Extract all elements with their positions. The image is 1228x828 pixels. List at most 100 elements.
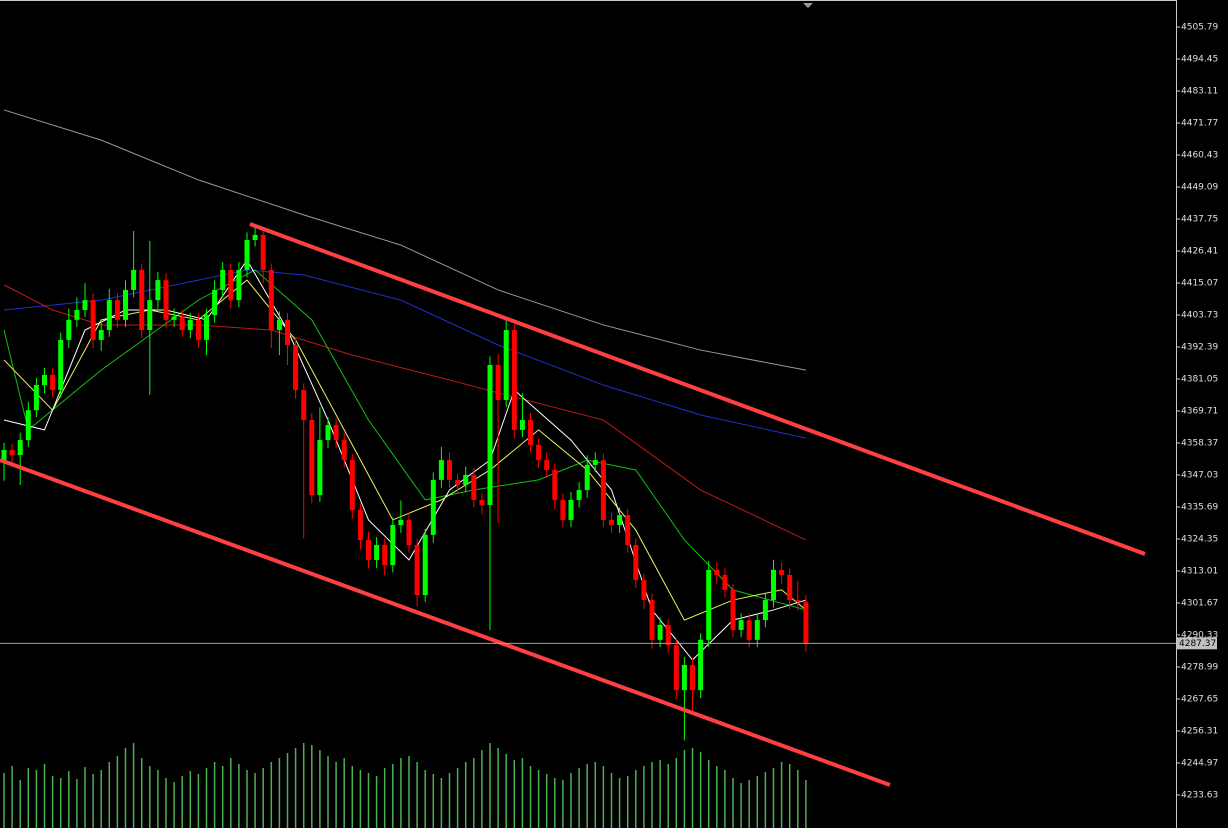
candle-body: [584, 464, 590, 491]
y-tick-label: 4505.79: [1181, 23, 1218, 33]
shift-marker: [803, 3, 813, 8]
candle-body: [479, 499, 485, 505]
candle-body: [592, 460, 598, 465]
y-tick-label: 4244.97: [1181, 758, 1218, 768]
candle-body: [552, 469, 558, 500]
candle-body: [511, 330, 517, 430]
candle-body: [487, 365, 493, 505]
candle-body: [503, 330, 509, 401]
candle-body: [42, 374, 47, 386]
candle-body: [236, 269, 242, 301]
candle-body: [260, 234, 266, 270]
moving-average: [3, 284, 807, 541]
y-tick-label: 4437.75: [1181, 214, 1218, 224]
candle-body: [357, 510, 363, 540]
candle-body: [609, 519, 614, 526]
candle-body: [706, 569, 712, 640]
candle-body: [406, 519, 412, 546]
candle-body: [673, 644, 679, 691]
candle-body: [66, 319, 72, 340]
last-price-label: 4287.37: [1179, 639, 1216, 649]
candle-body: [382, 545, 388, 566]
candle-body: [390, 525, 396, 566]
candle-body: [1, 449, 7, 461]
candle-body: [147, 300, 153, 331]
candle-body: [455, 479, 461, 485]
candle-body: [600, 460, 606, 520]
candle-body: [690, 664, 695, 691]
candle-body: [657, 624, 663, 640]
candle-body: [82, 300, 88, 310]
y-tick-label: 4301.67: [1181, 598, 1218, 608]
candle-body: [495, 365, 501, 401]
candle-body: [560, 499, 566, 520]
candle-body: [787, 574, 793, 601]
candle-body: [414, 545, 420, 595]
candle-body: [309, 420, 315, 496]
candle-body: [430, 479, 436, 535]
candle-body: [163, 280, 169, 320]
candle-layer: [1, 225, 809, 741]
y-tick-label: 4471.77: [1181, 118, 1218, 128]
candle-body: [9, 449, 15, 456]
y-tick-label: 4381.05: [1181, 374, 1218, 384]
candle-body: [155, 280, 161, 301]
y-tick-label: 4426.41: [1181, 246, 1218, 256]
candle-body: [106, 300, 112, 331]
y-tick-label: 4415.07: [1181, 278, 1218, 288]
candle-body: [633, 545, 639, 581]
candle-body: [114, 300, 120, 320]
candle-body: [779, 569, 785, 575]
candle-body: [438, 460, 444, 480]
candle-body: [665, 624, 671, 645]
candle-body: [268, 269, 274, 331]
y-tick-label: 4290.33: [1181, 630, 1218, 640]
candle-body: [519, 420, 525, 430]
candle-body: [366, 539, 371, 560]
candle-body: [50, 374, 56, 391]
candle-body: [244, 240, 250, 270]
y-tick-label: 4358.37: [1181, 438, 1218, 448]
candle-body: [536, 444, 542, 461]
candle-body: [90, 300, 96, 340]
candle-body: [33, 385, 39, 411]
y-tick-label: 4403.73: [1181, 310, 1218, 320]
candle-body: [293, 344, 299, 391]
volume-layer: [3, 743, 807, 828]
candle-body: [576, 490, 582, 500]
y-tick-label: 4324.35: [1181, 534, 1218, 544]
y-tick-label: 4460.43: [1181, 150, 1218, 160]
candle-body: [98, 330, 104, 340]
candle-body: [730, 589, 736, 630]
candle-body: [341, 440, 347, 461]
candle-body: [641, 580, 647, 601]
candle-body: [681, 664, 687, 691]
y-tick-label: 4347.03: [1181, 470, 1218, 480]
candle-body: [276, 319, 282, 331]
y-tick-label: 4369.71: [1181, 406, 1218, 416]
candle-body: [398, 519, 404, 526]
candle-body: [74, 309, 80, 320]
candle-body: [746, 620, 752, 640]
candle-body: [325, 425, 331, 441]
candle-body: [204, 315, 209, 340]
last-price-box: [1177, 637, 1217, 650]
candle-body: [714, 569, 720, 575]
candle-body: [187, 319, 193, 331]
moving-average: [3, 109, 806, 371]
trendline-upper: [249, 222, 1146, 556]
y-tick-label: 4267.65: [1181, 694, 1218, 704]
candle-body: [195, 319, 201, 340]
candle-body: [317, 440, 323, 496]
candle-body: [803, 601, 809, 644]
y-tick-label: 4256.31: [1181, 726, 1218, 736]
candle-body: [544, 460, 550, 470]
y-tick-label: 4335.69: [1181, 502, 1218, 512]
candle-body: [333, 425, 339, 441]
y-tick-label: 4483.11: [1181, 86, 1218, 96]
candle-body: [762, 600, 768, 621]
y-tick-label: 4392.39: [1181, 342, 1218, 352]
candle-body: [617, 515, 623, 526]
candle-body: [220, 269, 226, 290]
